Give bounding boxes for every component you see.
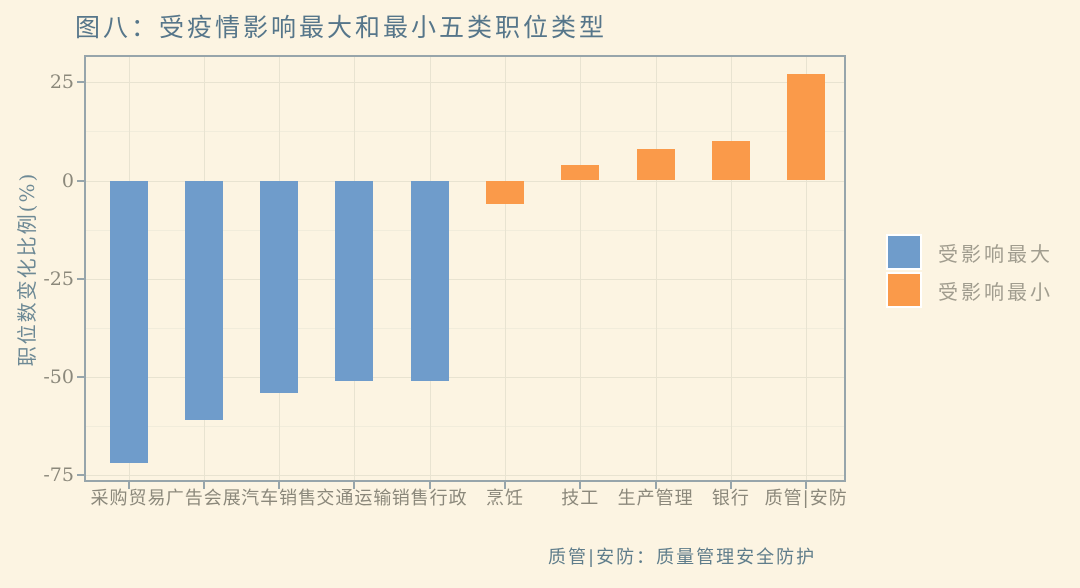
bar-生产管理 [636, 149, 675, 181]
y-tick-label: -50 [43, 366, 74, 388]
gridline-vertical [505, 57, 506, 480]
x-axis-tick [729, 482, 732, 489]
y-tick-label: -75 [43, 464, 74, 487]
legend-label-most-affected: 受影响最大 [938, 241, 1053, 266]
bar-销售行政 [410, 180, 449, 381]
x-axis-tick [805, 482, 808, 489]
gridline-major [86, 278, 844, 280]
bar-广告会展 [184, 180, 223, 421]
bar-烹饪 [486, 180, 524, 205]
x-tick-label: 交通运输 [316, 488, 393, 509]
bar-银行 [711, 141, 750, 181]
x-axis-tick [127, 482, 130, 489]
gridline-minor [86, 426, 844, 428]
y-axis-tick [77, 474, 84, 477]
gridline-minor [86, 229, 844, 231]
bar-质管|安防 [787, 74, 826, 181]
x-tick-label: 采购贸易 [90, 488, 167, 509]
chart-title: 图八：受疫情影响最大和最小五类职位类型 [75, 13, 608, 42]
x-axis-tick [202, 482, 205, 489]
gridline-major [86, 475, 844, 477]
bar-技工 [561, 164, 600, 181]
x-axis-tick [278, 482, 281, 489]
gridline-minor [86, 131, 844, 133]
x-axis-tick [353, 482, 356, 489]
x-tick-label: 生产管理 [617, 488, 694, 509]
gridline-vertical [806, 57, 808, 480]
gridline-major [86, 82, 844, 84]
legend-item-least-affected: 受影响最小 [886, 272, 1053, 308]
gridline-major [86, 377, 844, 378]
y-axis-tick [77, 81, 84, 84]
bar-汽车销售 [260, 180, 299, 393]
gridline-vertical [655, 57, 657, 480]
legend-swatch-least-affected [886, 272, 922, 308]
x-axis-tick [579, 482, 582, 489]
legend-item-most-affected: 受影响最大 [886, 234, 1053, 270]
gridline-major [86, 180, 844, 182]
x-tick-label: 技工 [561, 488, 600, 509]
x-tick-label: 银行 [711, 488, 750, 509]
gridline-vertical [580, 57, 582, 480]
y-tick-label: 0 [61, 169, 74, 192]
footer-note: 质管|安防：质量管理安全防护 [548, 547, 817, 568]
y-tick-label: 25 [49, 71, 74, 94]
x-axis-tick [504, 482, 506, 489]
gridline-minor [86, 327, 844, 329]
x-tick-label: 广告会展 [165, 488, 242, 509]
legend-swatch-most-affected [886, 234, 922, 270]
bar-交通运输 [335, 180, 374, 381]
x-tick-label: 销售行政 [391, 488, 468, 509]
x-tick-label: 汽车销售 [241, 488, 318, 509]
y-axis-tick [77, 376, 84, 378]
x-tick-label: 质管|安防 [764, 488, 848, 509]
x-tick-label: 烹饪 [486, 488, 524, 509]
y-axis-tick [77, 179, 84, 182]
legend: 受影响最大 受影响最小 [886, 234, 1053, 308]
x-axis-tick [654, 482, 657, 489]
y-axis-tick [77, 277, 84, 280]
bar-采购贸易 [109, 180, 148, 464]
legend-label-least-affected: 受影响最小 [938, 279, 1053, 304]
y-tick-label: -25 [43, 267, 74, 290]
plot-area [84, 55, 846, 482]
x-axis-tick [428, 482, 431, 489]
gridline-vertical [730, 57, 732, 480]
